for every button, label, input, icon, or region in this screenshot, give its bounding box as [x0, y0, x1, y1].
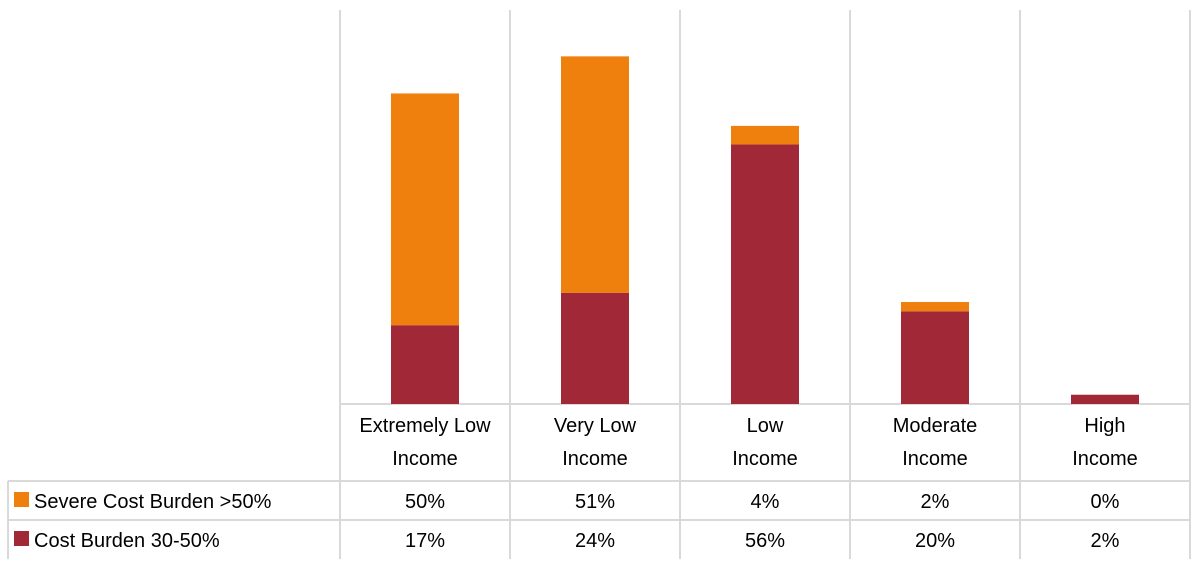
legend-severe-cost-burden: Severe Cost Burden >50%: [34, 491, 272, 513]
category-label: Extremely Low: [359, 415, 491, 437]
bar-segment-cost-burden: [1071, 394, 1139, 404]
category-label: Income: [732, 448, 798, 470]
category-label: Very Low: [554, 415, 637, 437]
bar-segment-cost-burden: [731, 144, 799, 404]
category-label: Income: [902, 448, 968, 470]
bar-segment-severe-cost-burden: [391, 93, 459, 326]
table-cell-severe: 50%: [405, 491, 445, 513]
bar-segment-severe-cost-burden: [731, 125, 799, 145]
category-labels: Extremely Low Income Very Low Income Low Inco…: [359, 415, 1137, 470]
category-label: Moderate: [893, 415, 978, 437]
bar-segment-severe-cost-burden: [901, 302, 969, 312]
bar-segment-cost-burden: [391, 325, 459, 404]
bar-segment-severe-cost-burden: [561, 56, 629, 293]
table-cell-severe: 2%: [921, 491, 950, 513]
legend-swatch: [14, 531, 29, 546]
bar-segment-cost-burden: [901, 311, 969, 404]
category-label: Income: [1072, 448, 1138, 470]
table-cell-cost-burden: 17%: [405, 530, 445, 552]
legend-swatch: [14, 492, 29, 507]
table-cell-severe: 4%: [751, 491, 780, 513]
table-cell-cost-burden: 20%: [915, 530, 955, 552]
table-cell-cost-burden: 2%: [1091, 530, 1120, 552]
category-label: Low: [747, 415, 784, 437]
grid: [7, 10, 1191, 559]
table-cell-cost-burden: 24%: [575, 530, 615, 552]
legend-cost-burden: Cost Burden 30-50%: [34, 530, 220, 552]
category-label: High: [1084, 415, 1125, 437]
table-cell-severe: 0%: [1091, 491, 1120, 513]
table-cell-cost-burden: 56%: [745, 530, 785, 552]
data-table: 50% 17% 51% 24% 4% 56% 2% 20% 0% 2% Severe Cost Bu…: [14, 491, 1120, 552]
category-label: Income: [392, 448, 458, 470]
bar-segment-cost-burden: [561, 292, 629, 404]
table-cell-severe: 51%: [575, 491, 615, 513]
category-label: Income: [562, 448, 628, 470]
bars: [391, 56, 1139, 404]
